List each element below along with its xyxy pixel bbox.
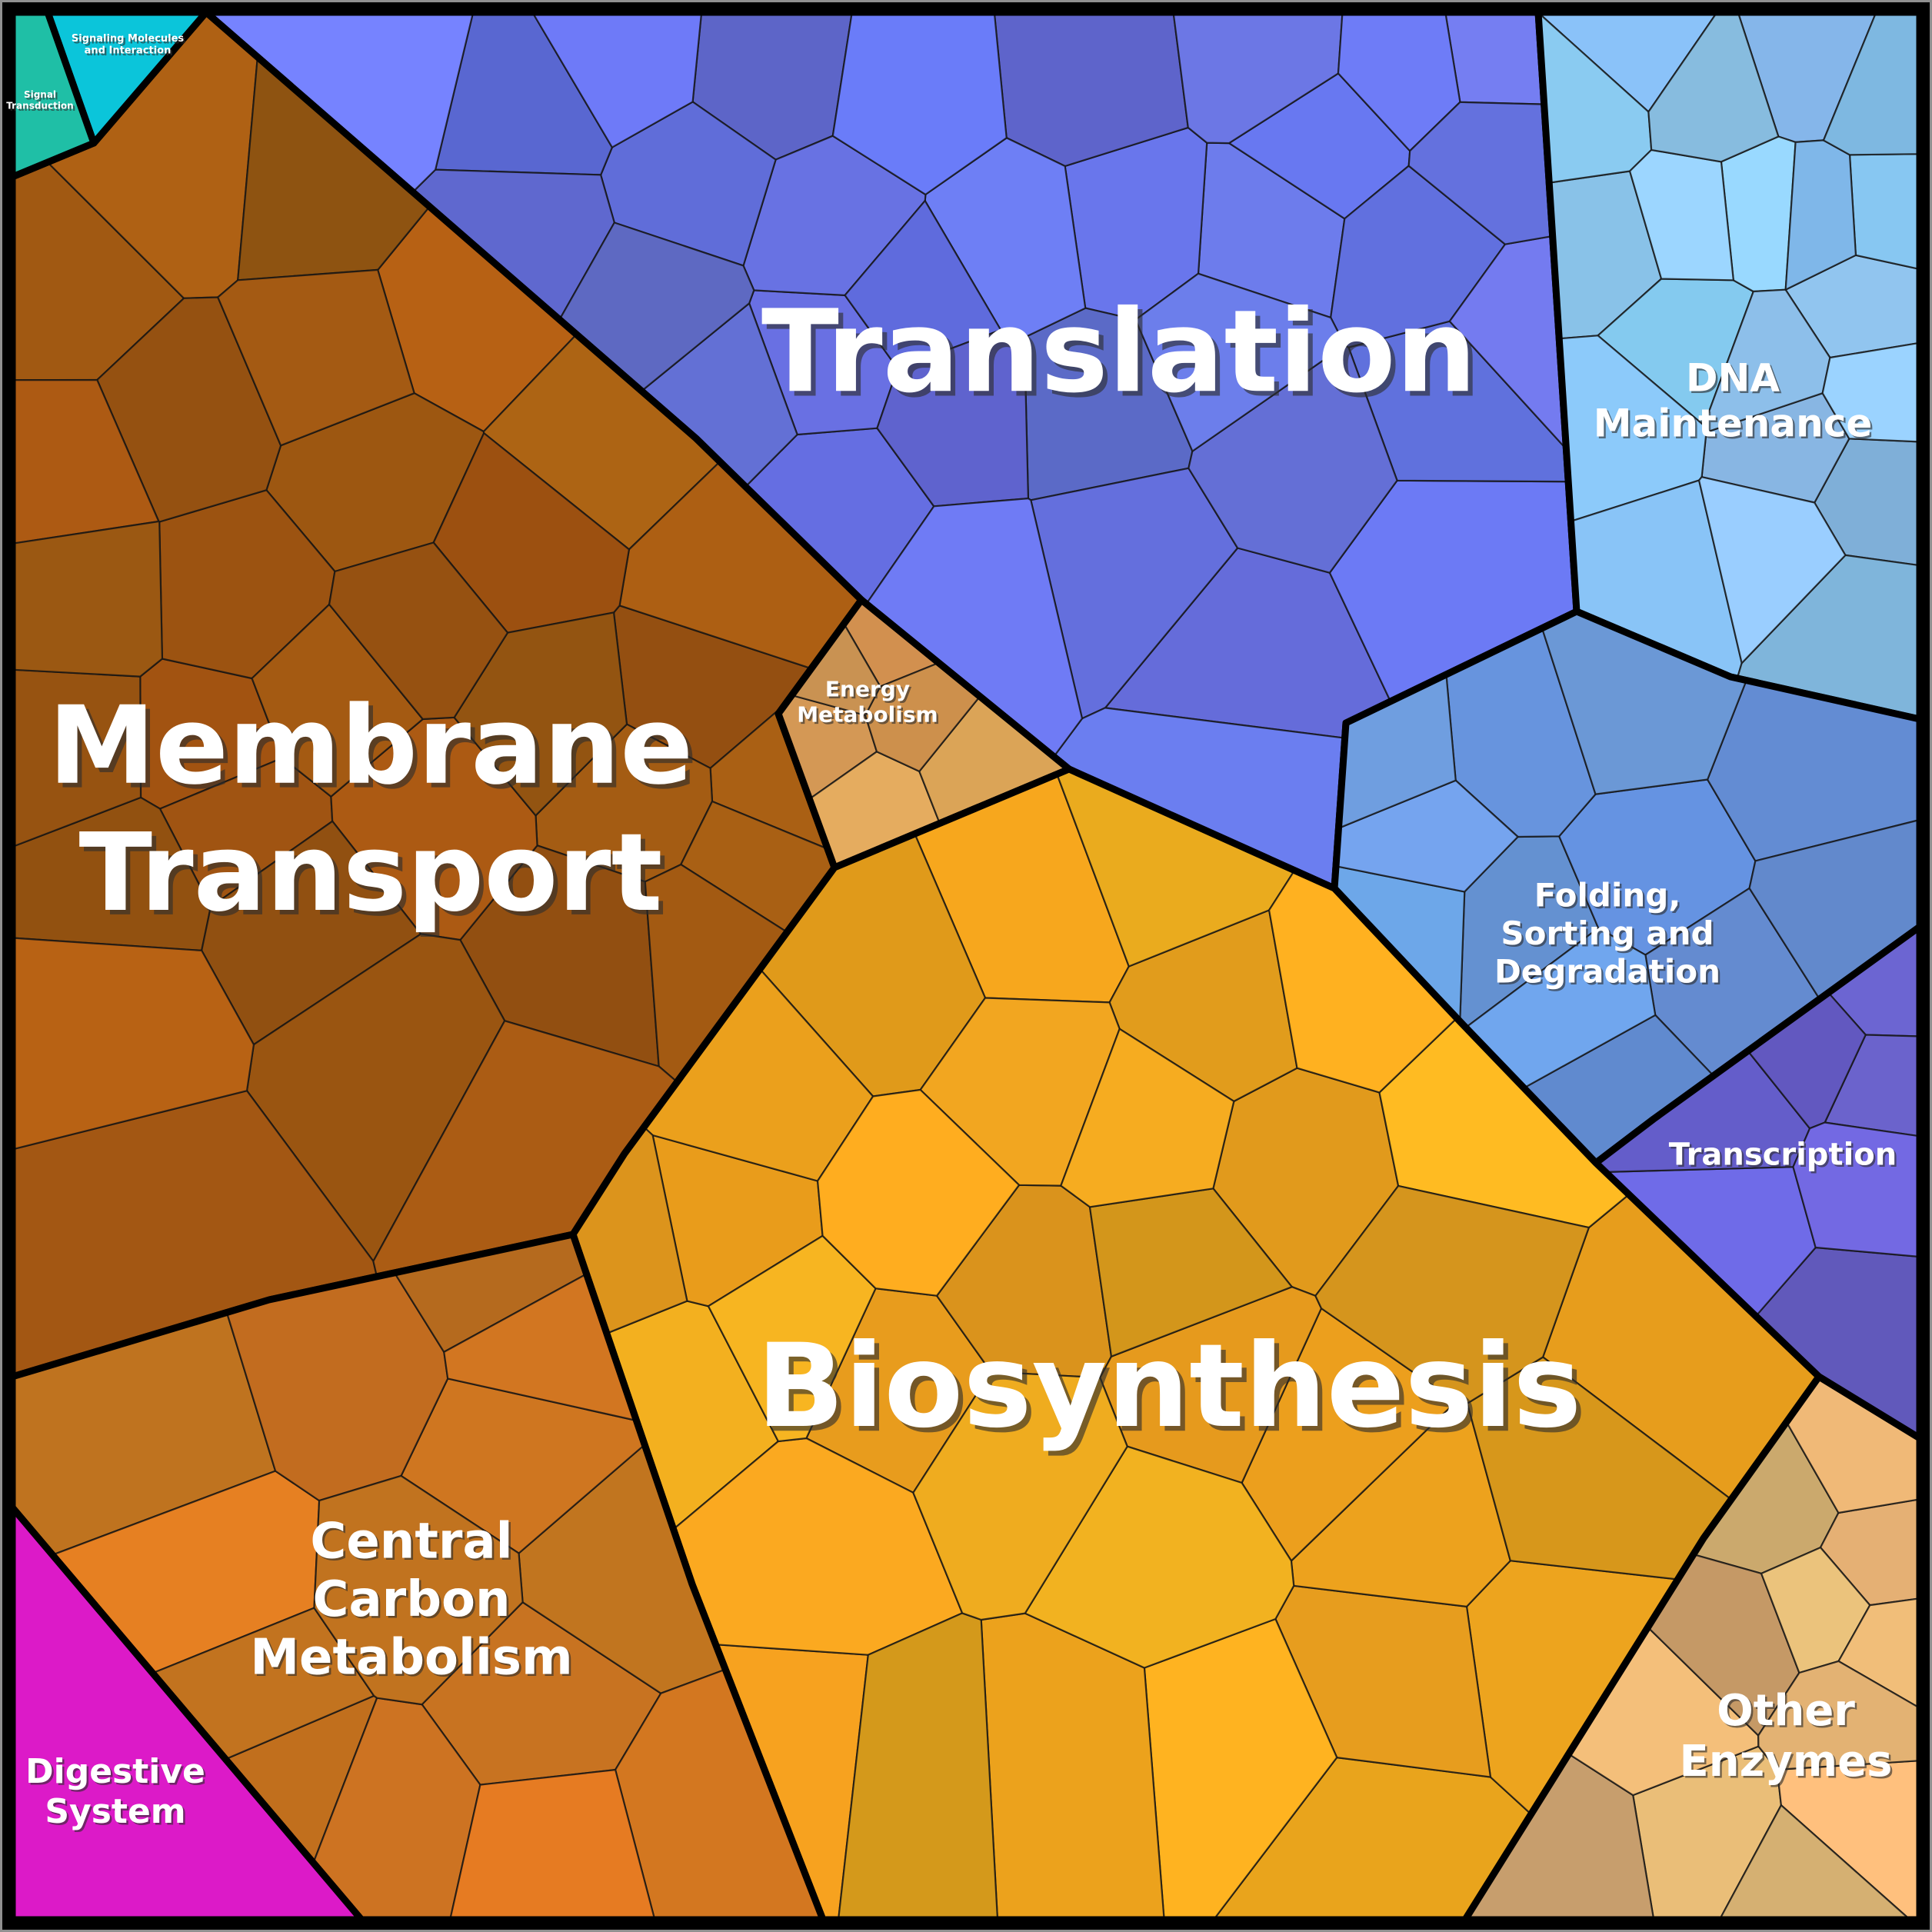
treemap-cell — [1134, 272, 1346, 452]
region-transcription — [1592, 923, 1924, 1442]
treemap-cell — [1848, 153, 1921, 270]
region-label-shadow: Signaling Molecules — [73, 35, 186, 47]
region-label-text: DNA — [1686, 356, 1780, 401]
region-label-shadow: Folding, — [1536, 878, 1683, 916]
region-label-text: Signal — [24, 89, 56, 100]
region-label-text: Degradation — [1494, 953, 1720, 991]
region-label-central-carbon-metabolism: CentralCentralCarbonCarbonMetabolismMeta… — [250, 1514, 575, 1689]
region-label-text: Transduction — [6, 100, 73, 111]
treemap-cell — [1757, 1660, 1921, 1770]
region-label-shadow: Transduction — [8, 102, 75, 113]
region-label-shadow: Carbon — [315, 1574, 512, 1631]
treemap-cell — [1698, 476, 1847, 665]
treemap-cell — [328, 541, 509, 721]
region-label-shadow: Degradation — [1496, 954, 1722, 992]
region-folding-sorting-and-degradation — [1331, 608, 1924, 1167]
region-other-enzymes — [1461, 1373, 1924, 1924]
region-label-shadow: Membrane — [53, 688, 698, 814]
region-label-text: Metabolism — [797, 702, 938, 728]
region-label-shadow: Metabolism — [252, 1631, 575, 1688]
region-label-shadow: Translation — [766, 290, 1481, 422]
treemap-cell — [1060, 1028, 1235, 1208]
treemap-cell — [313, 1474, 524, 1706]
region-biosynthesis — [569, 765, 1823, 1924]
region-label-shadow: Enzymes — [1681, 1739, 1894, 1789]
region-label-shadow: Other — [1719, 1688, 1857, 1738]
region-label-text: Carbon — [312, 1571, 510, 1628]
region-label-shadow: and Interaction — [86, 47, 173, 58]
region-label-text: Central — [310, 1514, 512, 1571]
region-label-shadow: System — [47, 1794, 188, 1833]
treemap-cell — [453, 611, 628, 817]
region-label-text: Folding, — [1534, 877, 1681, 914]
region-label-shadow: DNA — [1687, 358, 1781, 402]
treemap-cell — [1024, 1445, 1295, 1669]
region-label-shadow: Energy — [827, 678, 911, 704]
region-label-shadow: Digestive — [28, 1754, 208, 1793]
region-label-text: Signaling Molecules — [72, 33, 185, 45]
region-label-shadow: Maintenance — [1595, 403, 1874, 448]
treemap-cell — [1629, 148, 1734, 281]
region-label-text: Translation — [761, 285, 1477, 418]
region-label-shadow: Transcription — [1671, 1139, 1898, 1174]
region-translation — [202, 8, 1581, 892]
region-dna-maintenance — [1534, 8, 1924, 723]
treemap-cell — [217, 268, 415, 447]
region-label-text: System — [45, 1792, 185, 1831]
region-label-shadow: Signal — [25, 92, 58, 102]
region-label-text: Metabolism — [250, 1630, 572, 1687]
treemap-cell — [817, 1088, 1021, 1297]
region-label-text: Transport — [79, 811, 663, 936]
region-label-shadow: Biosynthesis — [761, 1324, 1587, 1458]
region-membrane-transport — [8, 8, 865, 1381]
region-label-shadow: Sorting and — [1503, 917, 1716, 954]
treemap-cell — [1444, 11, 1545, 105]
region-energy-metabolism — [774, 596, 1073, 871]
treemap-cell — [11, 520, 163, 678]
region-label-text: Maintenance — [1594, 401, 1873, 446]
region-label-text: and Interaction — [85, 45, 172, 56]
region-label-text: Biosynthesis — [757, 1320, 1582, 1454]
region-label-text: Sorting and — [1501, 914, 1714, 952]
region-label-text: Membrane — [48, 684, 694, 809]
region-label-text: Enzymes — [1680, 1737, 1893, 1787]
region-label-text: Transcription — [1669, 1137, 1897, 1172]
region-label-shadow: Transport — [83, 815, 667, 941]
treemap-cell — [1314, 1184, 1590, 1404]
region-label-text: Digestive — [25, 1752, 205, 1791]
region-label-shadow: Metabolism — [799, 704, 940, 729]
treemap-cell — [912, 1371, 1128, 1621]
region-label-text: Other — [1717, 1686, 1855, 1736]
region-label-text: Energy — [825, 677, 910, 702]
region-label-shadow: Central — [312, 1515, 515, 1572]
